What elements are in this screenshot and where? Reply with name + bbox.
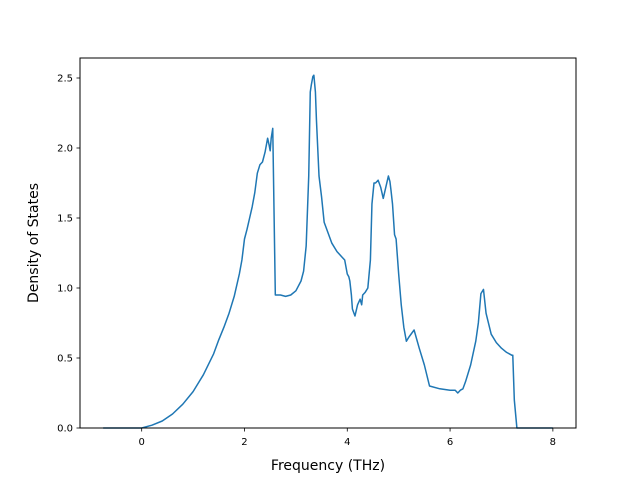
y-tick-label: 2.0 <box>57 144 73 155</box>
x-tick-label: 4 <box>344 437 350 448</box>
x-tick-label: 8 <box>550 437 556 448</box>
x-tick-label: 2 <box>241 437 247 448</box>
y-tick-label: 2.5 <box>57 74 73 85</box>
series-line-0 <box>103 74 553 429</box>
x-axis-ticks: 0 2 4 6 8 <box>138 428 556 448</box>
y-axis-ticks: 0.0 0.5 1.0 1.5 2.0 2.5 <box>57 74 80 435</box>
x-tick-label: 0 <box>138 437 144 448</box>
y-tick-label: 0.0 <box>57 424 73 435</box>
x-axis-label: Frequency (THz) <box>271 458 385 474</box>
y-tick-label: 0.5 <box>57 354 73 365</box>
y-tick-label: 1.0 <box>57 284 73 295</box>
y-tick-label: 1.5 <box>57 214 73 225</box>
y-axis-label: Density of States <box>26 183 42 303</box>
series-layer <box>103 74 553 429</box>
plot-frame <box>79 57 577 429</box>
x-tick-label: 6 <box>447 437 453 448</box>
